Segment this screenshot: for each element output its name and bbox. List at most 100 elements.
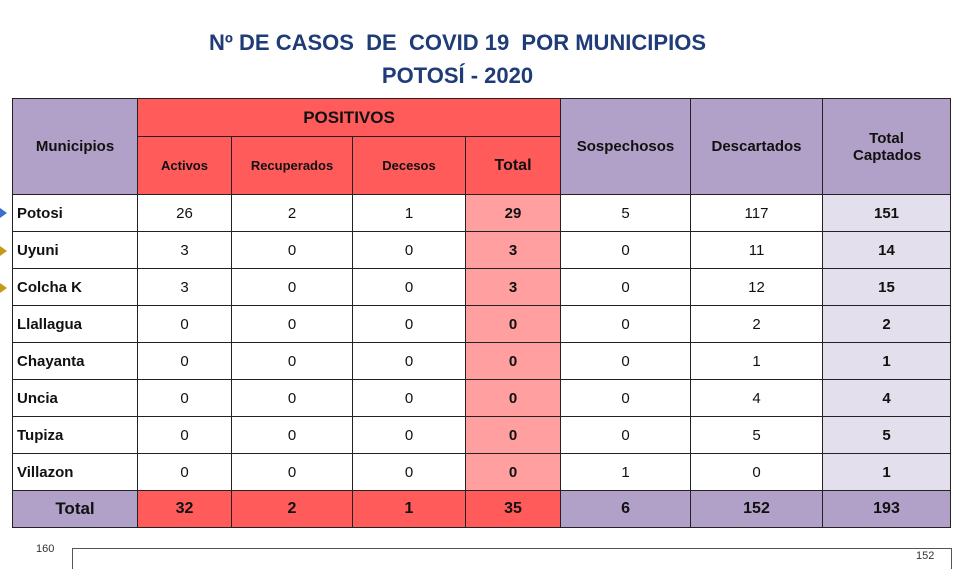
cell: 0 <box>231 453 353 491</box>
cell: 0 <box>137 453 232 491</box>
cell: 0 <box>352 305 466 343</box>
row-marker <box>0 208 7 218</box>
cell: 0 <box>560 342 692 380</box>
cell: 0 <box>352 416 466 454</box>
cell: 0 <box>464 416 562 454</box>
cell: 3 <box>137 268 232 306</box>
cell: 0 <box>560 268 692 306</box>
cell: 3 <box>464 268 562 306</box>
cell: 29 <box>464 194 562 232</box>
cell: 5 <box>690 416 824 454</box>
cell: 0 <box>231 416 353 454</box>
cell: 0 <box>137 342 232 380</box>
row-label: Uyuni <box>12 231 138 269</box>
row-marker <box>0 283 7 293</box>
cell: 32 <box>137 490 232 528</box>
header-cell: POSITIVOS <box>136 98 562 137</box>
row-label: Chayanta <box>12 342 138 380</box>
cell: 0 <box>464 453 562 491</box>
cell: 1 <box>822 342 952 380</box>
cell: 2 <box>822 305 952 343</box>
header-cell: Descartados <box>690 98 824 195</box>
cell: 6 <box>560 490 692 528</box>
cell: 0 <box>352 231 466 269</box>
cell: 4 <box>822 379 952 417</box>
cell: 26 <box>137 194 232 232</box>
cell: 1 <box>822 453 952 491</box>
cell: 2 <box>690 305 824 343</box>
chart-label: 152 <box>916 550 935 562</box>
cell: 0 <box>464 379 562 417</box>
cell: 0 <box>560 305 692 343</box>
cell: 0 <box>137 416 232 454</box>
cell: 1 <box>690 342 824 380</box>
row-label: Tupiza <box>12 416 138 454</box>
data-row: Uyuni 3 0 0 3 0 11 14 <box>12 231 952 269</box>
data-row: Llallagua 0 0 0 0 0 2 2 <box>12 305 952 343</box>
cell: 15 <box>822 268 952 306</box>
row-label: Llallagua <box>12 305 138 343</box>
header-cell: Total Captados <box>822 98 952 195</box>
cell: 5 <box>560 194 692 232</box>
data-row: Uncia 0 0 0 0 0 4 4 <box>12 379 952 417</box>
subtitle: POTOSÍ - 2020 <box>381 63 534 88</box>
total-row: Total 32 2 1 35 6 152 193 <box>12 490 952 528</box>
cell: 0 <box>231 268 353 306</box>
cell: 3 <box>137 231 232 269</box>
header-cell: Decesos <box>352 136 466 195</box>
cell: 117 <box>690 194 824 232</box>
row-label: Total <box>12 490 138 528</box>
cell: 35 <box>464 490 562 528</box>
data-row: Tupiza 0 0 0 0 0 5 5 <box>12 416 952 454</box>
cell: 152 <box>690 490 824 528</box>
cell: 0 <box>231 342 353 380</box>
cell: 0 <box>690 453 824 491</box>
data-row: Colcha K 3 0 0 3 0 12 15 <box>12 268 952 306</box>
header-cell: Activos <box>137 136 232 195</box>
header-cell: Municipios <box>12 98 138 195</box>
cell: 0 <box>231 231 353 269</box>
cell: 0 <box>464 342 562 380</box>
cell: 5 <box>822 416 952 454</box>
chart-tick: 160 <box>36 543 55 555</box>
row-label: Uncia <box>12 379 138 417</box>
cases-table: Municipios POSITIVOS Sospechosos Descart… <box>12 98 952 528</box>
title: Nº DE CASOS DE COVID 19 POR MUNICIPIOS <box>208 30 706 55</box>
row-label: Potosi <box>12 194 138 232</box>
header-cell: Recuperados <box>231 136 353 195</box>
cell: 0 <box>231 379 353 417</box>
cell: 2 <box>231 490 353 528</box>
cell: 193 <box>822 490 952 528</box>
cell: 0 <box>464 305 562 343</box>
header-cell: Sospechosos <box>560 98 692 195</box>
cell: 0 <box>352 342 466 380</box>
cell: 0 <box>352 379 466 417</box>
header-cell: Total <box>464 136 562 195</box>
cell: 0 <box>560 416 692 454</box>
cell: 2 <box>231 194 353 232</box>
cell: 0 <box>352 268 466 306</box>
row-label: Colcha K <box>12 268 138 306</box>
data-row: Villazon 0 0 0 0 1 0 1 <box>12 453 952 491</box>
cell: 3 <box>464 231 562 269</box>
cell: 1 <box>352 194 466 232</box>
chart-frame <box>72 548 952 569</box>
cell: 0 <box>137 305 232 343</box>
cell: 11 <box>690 231 824 269</box>
cell: 151 <box>822 194 952 232</box>
cell: 1 <box>560 453 692 491</box>
cell: 0 <box>560 379 692 417</box>
cell: 1 <box>352 490 466 528</box>
row-label: Villazon <box>12 453 138 491</box>
data-row: Chayanta 0 0 0 0 0 1 1 <box>12 342 952 380</box>
cell: 4 <box>690 379 824 417</box>
cell: 0 <box>560 231 692 269</box>
cell: 0 <box>352 453 466 491</box>
row-marker <box>0 246 7 256</box>
cell: 12 <box>690 268 824 306</box>
data-row: Potosi 26 2 1 29 5 117 151 <box>12 194 952 232</box>
cell: 0 <box>137 379 232 417</box>
cell: 0 <box>231 305 353 343</box>
cell: 14 <box>822 231 952 269</box>
